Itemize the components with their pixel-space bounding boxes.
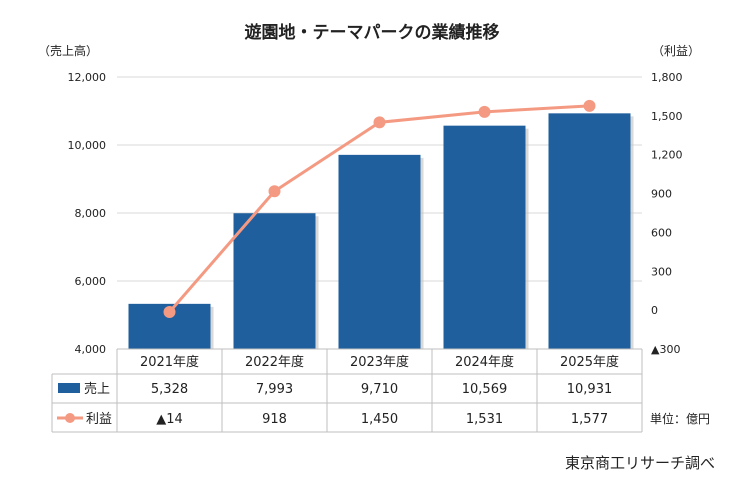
profit-point bbox=[268, 185, 281, 198]
source-note: 東京商工リサーチ調べ bbox=[565, 454, 716, 472]
category-label: 2025年度 bbox=[560, 354, 619, 370]
profit-point bbox=[478, 105, 491, 118]
left-tick-label: 4,000 bbox=[75, 343, 107, 356]
profit-point bbox=[583, 99, 596, 112]
profit-value: ▲14 bbox=[156, 412, 183, 427]
right-tick-label: ▲300 bbox=[651, 343, 680, 356]
category-label: 2023年度 bbox=[350, 354, 409, 370]
sales-value: 10,569 bbox=[462, 382, 508, 397]
profit-value: 1,531 bbox=[466, 412, 503, 427]
legend-key-profit-point bbox=[65, 413, 75, 423]
bar bbox=[548, 113, 631, 349]
right-tick-label: 300 bbox=[651, 265, 672, 278]
right-tick-label: 1,800 bbox=[651, 71, 683, 84]
left-axis-label: （売上高） bbox=[38, 44, 99, 58]
profit-point bbox=[163, 305, 176, 318]
right-tick-label: 600 bbox=[651, 226, 672, 239]
category-label: 2021年度 bbox=[140, 354, 199, 370]
right-tick-label: 1,200 bbox=[651, 149, 683, 162]
left-tick-label: 12,000 bbox=[68, 71, 107, 84]
chart-title: 遊園地・テーマパークの業績推移 bbox=[244, 23, 500, 43]
category-label: 2024年度 bbox=[455, 354, 514, 370]
bar bbox=[338, 154, 421, 349]
sales-value: 7,993 bbox=[256, 382, 293, 397]
legend-key-sales bbox=[58, 383, 80, 393]
sales-value: 5,328 bbox=[151, 382, 188, 397]
sales-value: 9,710 bbox=[361, 382, 398, 397]
category-label: 2022年度 bbox=[245, 354, 304, 370]
profit-point bbox=[373, 116, 386, 129]
left-tick-label: 10,000 bbox=[68, 139, 107, 152]
legend-label-profit: 利益 bbox=[86, 412, 112, 427]
right-axis-label: （利益） bbox=[652, 44, 701, 58]
sales-value: 10,931 bbox=[567, 382, 613, 397]
right-tick-label: 0 bbox=[651, 304, 658, 317]
right-tick-label: 900 bbox=[651, 188, 672, 201]
profit-value: 1,577 bbox=[571, 412, 608, 427]
unit-note: 単位：億円 bbox=[650, 412, 711, 426]
profit-value: 1,450 bbox=[361, 412, 398, 427]
left-tick-label: 6,000 bbox=[75, 275, 107, 288]
profit-value: 918 bbox=[262, 412, 287, 427]
left-tick-label: 8,000 bbox=[75, 207, 107, 220]
bar bbox=[443, 125, 526, 350]
bar bbox=[233, 213, 316, 349]
right-tick-label: 1,500 bbox=[651, 110, 683, 123]
legend-label-sales: 売上 bbox=[84, 381, 110, 397]
